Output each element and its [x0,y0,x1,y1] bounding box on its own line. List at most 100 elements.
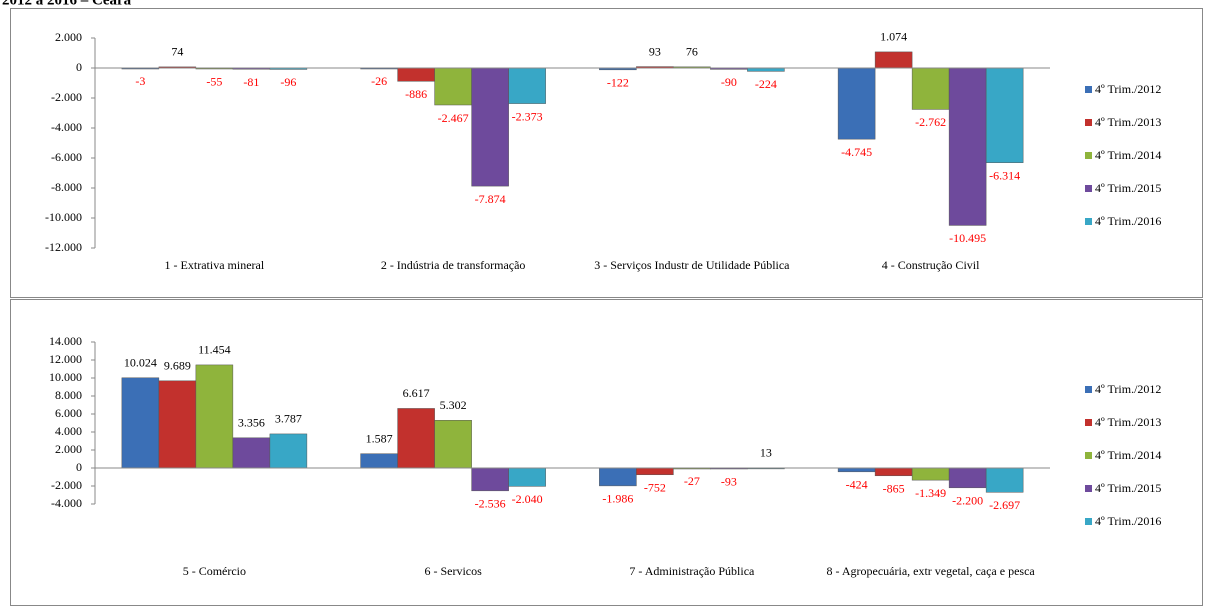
category-label-box: 6 - Servicos [424,564,482,578]
y-tick-label: 6.000 [55,406,82,420]
data-label: -93 [721,475,737,489]
x-tick-label: 7 - Administração Pública [629,564,755,578]
legend-label: 4º Trim./2012 [1095,82,1161,96]
legend-label: 4º Trim./2013 [1095,415,1161,429]
category-label-box: 1 - Extrativa mineral [164,258,265,272]
y-tick-label: -6.000 [51,150,82,164]
category-label-box: 7 - Administração Pública [629,564,755,578]
bar [837,467,876,473]
y-tick-label: -12.000 [45,240,82,254]
data-label: -886 [405,87,427,101]
bar [911,67,950,110]
bar [508,467,546,487]
legend-swatch [1085,419,1092,426]
data-label: -81 [243,75,259,89]
legend-label: 4º Trim./2016 [1095,214,1161,228]
data-label: -752 [644,481,666,495]
bar [599,467,637,487]
legend-label: 4º Trim./2014 [1095,448,1161,462]
data-label: -2.762 [915,115,946,129]
y-tick-label: 8.000 [55,388,82,402]
x-tick-label: 5 - Comércio [182,564,247,578]
data-label: -2.467 [438,111,469,125]
x-tick-label: 6 - Servicos [424,564,482,578]
legend-label: 4º Trim./2013 [1095,115,1161,129]
y-tick-label: 0 [76,60,82,74]
bar [360,453,398,469]
legend-label: 4º Trim./2015 [1095,181,1161,195]
legend-swatch [1085,218,1092,225]
y-tick-label: 12.000 [49,352,82,366]
category-label-box: 5 - Comércio [182,564,247,578]
page-title: 2012 a 2016 – Ceará [2,0,132,8]
legend-label: 4º Trim./2014 [1095,148,1161,162]
category-label-box: 8 - Agropecuária, extr vegetal, caça e p… [827,564,1035,578]
data-label: 5.302 [440,398,467,412]
category-label-box: 3 - Serviços Industr de Utilidade Públic… [594,258,790,272]
data-label: -122 [607,76,629,90]
data-label: 9.689 [164,359,191,373]
data-label: 3.356 [238,416,265,430]
data-label: 10.024 [124,356,157,370]
y-tick-label: 10.000 [49,370,82,384]
legend-swatch [1085,485,1092,492]
legend-label: 4º Trim./2015 [1095,481,1161,495]
y-tick-label: 0 [76,460,82,474]
bar [434,67,472,106]
bar [121,377,160,469]
data-label: -55 [206,75,222,89]
legend-swatch [1085,518,1092,525]
y-tick-label: -8.000 [51,180,82,194]
data-label: -2.040 [512,492,543,506]
data-label: 74 [171,45,183,59]
data-label: -7.874 [475,192,506,206]
legend-swatch [1085,86,1092,93]
bar [508,67,546,104]
bar [471,67,509,187]
data-label: 6.617 [403,386,430,400]
y-tick-label: -2.000 [51,478,82,492]
data-label: -424 [846,478,868,492]
bar [985,467,1024,493]
data-label: -4.745 [841,145,872,159]
x-tick-label: 1 - Extrativa mineral [164,258,265,272]
bar [911,467,950,481]
data-label: -27 [684,474,700,488]
bar [874,467,913,477]
y-tick-label: 2.000 [55,30,82,44]
data-label: -865 [883,482,905,496]
legend-label: 4º Trim./2012 [1095,382,1161,396]
y-tick-label: -4.000 [51,496,82,510]
panel-frame [10,8,1203,298]
bar [195,364,234,469]
legend-swatch [1085,185,1092,192]
y-tick-label: -10.000 [45,210,82,224]
bar [747,67,785,72]
bar [269,433,308,469]
data-label: -3 [135,74,145,88]
panel-frame [10,299,1203,606]
legend-label: 4º Trim./2016 [1095,514,1161,528]
data-label: 1.587 [366,431,393,445]
y-tick-label: -2.000 [51,90,82,104]
data-label: -6.314 [989,168,1020,182]
data-label: -1.349 [915,486,946,500]
x-tick-label: 4 - Construção Civil [881,258,980,272]
data-label: 93 [649,44,661,58]
data-label: -224 [755,77,777,91]
legend-swatch [1085,152,1092,159]
x-tick-label: 3 - Serviços Industr de Utilidade Públic… [594,258,790,272]
bar [948,67,987,226]
bar [232,437,271,469]
data-label: 13 [760,446,772,460]
legend-swatch [1085,119,1092,126]
category-label-box: 4 - Construção Civil [881,258,980,272]
bar [397,408,435,469]
data-label: 1.074 [880,30,907,44]
data-label: -26 [371,74,387,88]
bar [636,467,674,476]
data-label: -96 [280,75,296,89]
bar [874,51,913,69]
data-label: -90 [721,75,737,89]
